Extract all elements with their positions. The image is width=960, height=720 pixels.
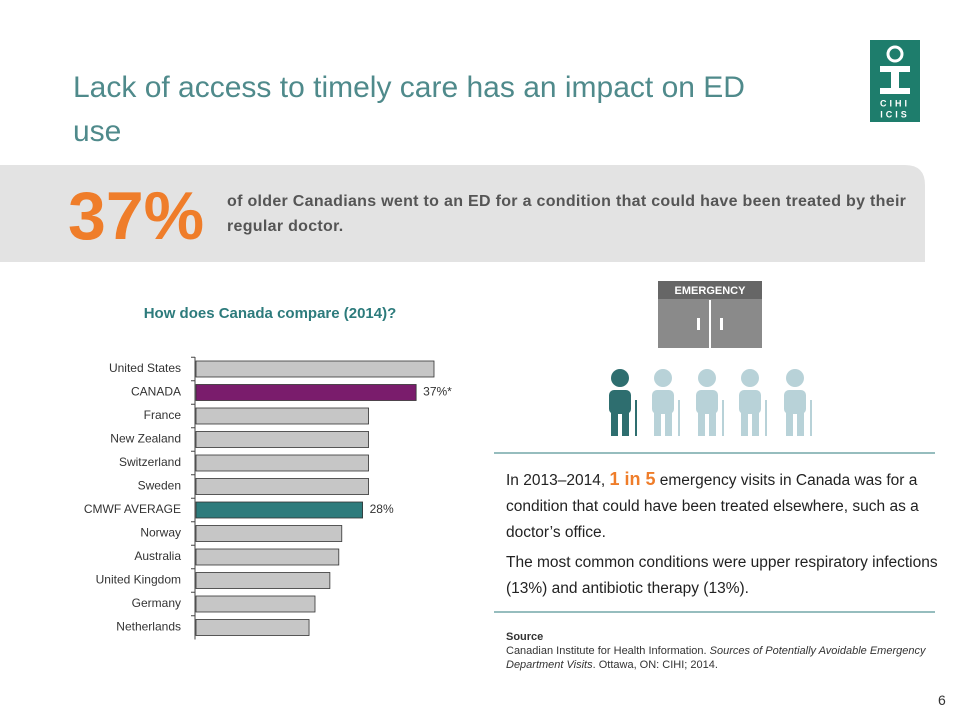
bar [195, 501, 364, 519]
person-body [609, 390, 631, 414]
bar [195, 572, 331, 589]
category-label: CANADA [131, 385, 181, 399]
logo-text: ICIS [880, 109, 910, 119]
person-body [784, 390, 806, 414]
emergency-text: EMERGENCY [675, 285, 747, 297]
big-stat: 37% [68, 178, 205, 254]
category-label: Germany [132, 596, 181, 610]
bar [195, 525, 343, 542]
category-label: Australia [134, 549, 181, 563]
person-leg [622, 412, 629, 436]
person-leg [786, 412, 793, 436]
person-leg [665, 412, 672, 436]
value-label: 28% [370, 502, 394, 516]
category-label: United Kingdom [96, 573, 181, 587]
person-leg [741, 412, 748, 436]
bar [195, 478, 369, 495]
person-body [696, 390, 718, 414]
slide-title: Lack of access to timely care has an imp… [73, 71, 745, 148]
info-paragraph: The most common conditions were upper re… [506, 554, 938, 597]
people-icons [609, 369, 812, 436]
highlight-text: 1 in 5 [609, 469, 656, 489]
person-head [786, 369, 804, 387]
bar [195, 548, 340, 566]
value-label: 37%* [423, 385, 452, 399]
category-label: Switzerland [119, 455, 181, 469]
text: . Ottawa, ON: CIHI; 2014. [592, 659, 718, 671]
chart-title: How does Canada compare (2014)? [144, 305, 397, 322]
category-label: Norway [140, 526, 181, 540]
text: Canadian Institute for Health Informatio… [506, 645, 710, 657]
bar [195, 454, 369, 472]
text: In 2013–2014, [506, 472, 610, 489]
category-label: CMWF AVERAGE [84, 502, 181, 516]
person-head [611, 369, 629, 387]
text: emergency visits in Canada was for a con… [506, 472, 919, 541]
source: Source Canadian Institute for Health Inf… [506, 630, 926, 672]
person-body [652, 390, 674, 414]
bar [195, 431, 369, 448]
person-leg [709, 412, 716, 436]
stat-text: of older Canadians went to an ED for a c… [227, 193, 907, 235]
info-paragraph: In 2013–2014, 1 in 5 emergency visits in… [506, 466, 936, 546]
page-number: 6 [938, 692, 946, 708]
person-leg [698, 412, 705, 436]
chart: United States CANADA 37%* France New Zealand… [84, 356, 452, 640]
person-head [654, 369, 672, 387]
person-leg [752, 412, 759, 436]
bar [195, 384, 417, 401]
emergency-icon: EMERGENCY [658, 281, 762, 348]
person-body [739, 390, 761, 414]
bar [195, 407, 369, 425]
category-label: New Zealand [110, 432, 181, 446]
category-label: Sweden [138, 479, 181, 493]
person-leg [611, 412, 618, 436]
person-head [741, 369, 759, 387]
category-label: France [144, 408, 182, 422]
person-head [698, 369, 716, 387]
person-leg [654, 412, 661, 436]
source-heading: Source [506, 631, 544, 643]
bar [195, 619, 310, 636]
bar [195, 595, 316, 613]
logo-text: CIHI [880, 98, 910, 108]
highlight-band [0, 165, 925, 262]
person-leg [797, 412, 804, 436]
logo: CIHI ICIS [870, 40, 920, 122]
bar [195, 360, 435, 378]
category-label: Netherlands [116, 620, 181, 634]
category-label: United States [109, 361, 181, 375]
source-title: Sources of Potentially Avoidable Emergen… [506, 645, 926, 671]
